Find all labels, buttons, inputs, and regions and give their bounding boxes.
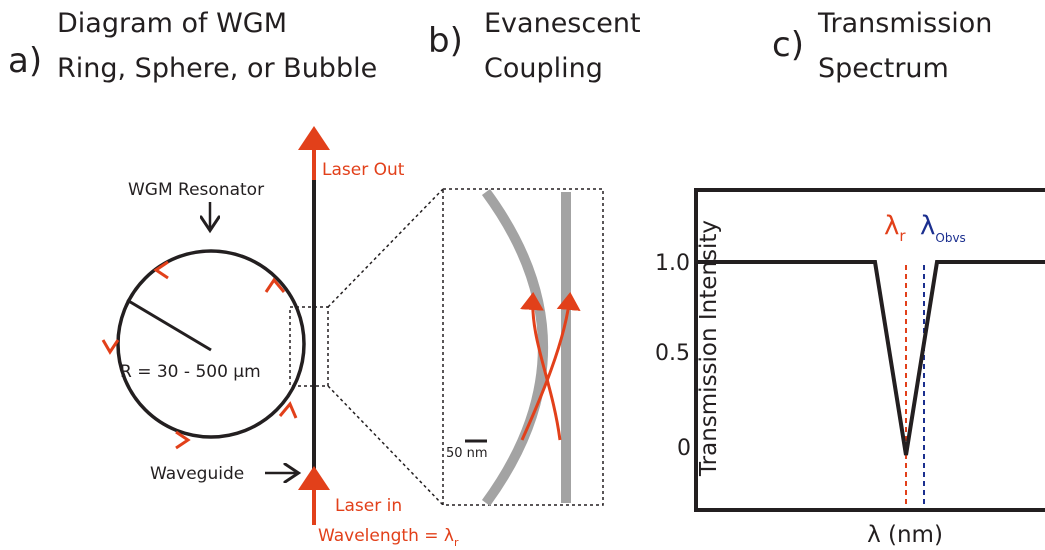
laser-out-label: Laser Out (322, 160, 405, 180)
y-axis-label: Transmission Intensity (696, 220, 722, 477)
panel-title: Transmission (817, 8, 992, 39)
x-axis-label: λ (nm) (867, 522, 943, 548)
panel-label: b) (428, 21, 463, 61)
lambda-r-label: λr (884, 211, 906, 245)
wavelength-sub: r (454, 536, 459, 549)
lambda-obvs-sub: Obvs (935, 231, 965, 245)
waveguide-label: Waveguide (150, 464, 244, 484)
laser-in-label: Laser in (335, 496, 402, 516)
y-tick-label: 0 (677, 436, 691, 461)
wavelength-label: Wavelength = λr (318, 526, 459, 549)
scale-bar-label: 50 nm (446, 446, 488, 461)
lambda-r-sub: r (899, 227, 906, 245)
y-tick-label: 1.0 (655, 251, 690, 276)
lambda-obvs-label: λObvs (920, 211, 966, 245)
panel-label: c) (772, 25, 804, 65)
panel-title: Coupling (484, 53, 603, 84)
figure: a) Diagram of WGM Ring, Sphere, or Bubbl… (0, 0, 1045, 550)
y-tick-label: 0.5 (655, 341, 690, 366)
panel-label: a) (8, 41, 42, 81)
resonator-label: WGM Resonator (128, 180, 264, 200)
radius-label: R = 30 - 500 µm (120, 362, 261, 382)
wavelength-text: Wavelength = λ (318, 526, 454, 546)
spectrum-plot (696, 188, 1045, 512)
panel-title: Diagram of WGM (57, 8, 287, 39)
panel-title: Evanescent (484, 8, 641, 39)
lambda-r-text: λ (884, 211, 899, 241)
lambda-obvs-text: λ (920, 211, 935, 241)
panel-title: Ring, Sphere, or Bubble (57, 53, 377, 84)
panel-title: Spectrum (818, 53, 949, 84)
